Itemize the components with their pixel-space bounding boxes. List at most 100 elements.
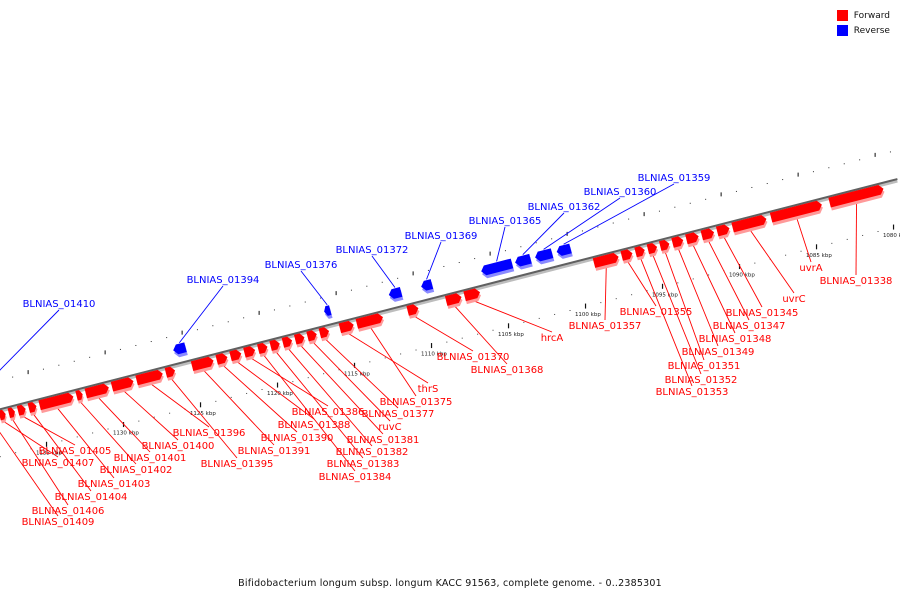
gene-BLNIAS_01360[interactable] bbox=[535, 248, 554, 262]
gene-label[interactable]: BLNIAS_01375 bbox=[380, 397, 453, 408]
gene-label[interactable]: BLNIAS_01369 bbox=[405, 231, 478, 242]
gene-label[interactable]: BLNIAS_01395 bbox=[201, 459, 274, 470]
gene-BLNIAS_01365[interactable] bbox=[481, 258, 514, 276]
gene-uvrC[interactable] bbox=[731, 214, 767, 233]
gene-BLNIAS_01362[interactable] bbox=[515, 253, 532, 267]
gene-label[interactable]: BLNIAS_01352 bbox=[665, 375, 738, 386]
gene-BLNIAS_01391[interactable] bbox=[190, 356, 214, 372]
gene-BLNIAS_01372[interactable] bbox=[388, 287, 403, 299]
gene-label[interactable]: BLNIAS_01368 bbox=[471, 365, 544, 376]
gene-BLNIAS_01394[interactable] bbox=[173, 342, 187, 355]
gene-label[interactable]: BLNIAS_01362 bbox=[528, 202, 601, 213]
gene-label[interactable]: BLNIAS_01388 bbox=[278, 420, 351, 431]
gene-BLNIAS_01395[interactable] bbox=[164, 366, 176, 378]
gene-BLNIAS_01382[interactable] bbox=[281, 336, 293, 348]
gene-label[interactable]: BLNIAS_01406 bbox=[32, 506, 105, 517]
gene-hrcA[interactable] bbox=[463, 288, 481, 302]
gene-BLNIAS_01359[interactable] bbox=[556, 243, 572, 256]
gene-label[interactable]: BLNIAS_01382 bbox=[336, 447, 409, 458]
lower-scale-tick bbox=[27, 370, 29, 375]
gene-BLNIAS_01377[interactable] bbox=[318, 327, 330, 339]
gene-label[interactable]: BLNIAS_01351 bbox=[668, 361, 741, 372]
gene-label[interactable]: BLNIAS_01370 bbox=[437, 352, 510, 363]
gene-label[interactable]: BLNIAS_01401 bbox=[114, 453, 187, 464]
gene-BLNIAS_01401[interactable] bbox=[84, 383, 109, 399]
gene-ruvC[interactable] bbox=[306, 330, 317, 342]
gene-BLNIAS_01406[interactable] bbox=[7, 407, 15, 419]
gene-BLNIAS_01400[interactable] bbox=[110, 377, 134, 392]
gene-label[interactable]: thrS bbox=[418, 384, 439, 395]
gene-label[interactable]: BLNIAS_01404 bbox=[55, 492, 128, 503]
gene-thrS[interactable] bbox=[338, 320, 354, 334]
gene-label[interactable]: BLNIAS_01396 bbox=[173, 428, 246, 439]
gene-BLNIAS_01375[interactable] bbox=[355, 313, 383, 329]
scale-minor-tick bbox=[831, 242, 833, 244]
gene-label[interactable]: ruvC bbox=[378, 422, 401, 433]
gene-BLNIAS_01368[interactable] bbox=[444, 293, 462, 306]
gene-label[interactable]: BLNIAS_01407 bbox=[22, 458, 95, 469]
gene-label[interactable]: BLNIAS_01359 bbox=[638, 173, 711, 184]
gene-label[interactable]: BLNIAS_01353 bbox=[656, 387, 729, 398]
leader-line bbox=[96, 396, 151, 453]
gene-label[interactable]: BLNIAS_01348 bbox=[699, 334, 772, 345]
gene-BLNIAS_01347[interactable] bbox=[700, 228, 715, 241]
gene-BLNIAS_01407[interactable] bbox=[0, 409, 6, 421]
gene-label[interactable]: BLNIAS_01400 bbox=[142, 441, 215, 452]
gene-BLNIAS_01351[interactable] bbox=[658, 239, 670, 251]
gene-label[interactable]: BLNIAS_01345 bbox=[726, 308, 799, 319]
scale-tick-label: 1100 kbp bbox=[575, 312, 601, 318]
scale-minor-tick bbox=[153, 416, 155, 418]
gene-BLNIAS_01402[interactable] bbox=[75, 390, 83, 401]
gene-BLNIAS_01369[interactable] bbox=[421, 279, 434, 291]
gene-label[interactable]: uvrA bbox=[799, 263, 822, 274]
gene-BLNIAS_01338[interactable] bbox=[828, 184, 884, 208]
gene-label[interactable]: BLNIAS_01347 bbox=[713, 321, 786, 332]
gene-BLNIAS_01357[interactable] bbox=[592, 252, 619, 268]
gene-label[interactable]: BLNIAS_01383 bbox=[327, 459, 400, 470]
gene-label[interactable]: BLNIAS_01390 bbox=[261, 433, 334, 444]
scale-minor-tick bbox=[846, 238, 848, 240]
gene-label[interactable]: BLNIAS_01394 bbox=[187, 275, 260, 286]
gene-label[interactable]: BLNIAS_01381 bbox=[347, 435, 420, 446]
gene-label[interactable]: BLNIAS_01372 bbox=[336, 245, 409, 256]
gene-BLNIAS_01353[interactable] bbox=[634, 246, 645, 258]
gene-label[interactable]: BLNIAS_01365 bbox=[469, 216, 542, 227]
gene-BLNIAS_01384[interactable] bbox=[257, 342, 268, 355]
gene-BLNIAS_01383[interactable] bbox=[269, 339, 280, 351]
lower-scale-tick bbox=[397, 277, 399, 279]
gene-label[interactable]: BLNIAS_01410 bbox=[23, 299, 96, 310]
gene-BLNIAS_01388[interactable] bbox=[229, 349, 242, 362]
gene-label[interactable]: BLNIAS_01376 bbox=[265, 260, 338, 271]
leader-line bbox=[299, 344, 384, 435]
gene-label[interactable]: BLNIAS_01409 bbox=[22, 517, 95, 528]
gene-BLNIAS_01390[interactable] bbox=[215, 353, 228, 365]
gene-BLNIAS_01348[interactable] bbox=[685, 232, 699, 245]
gene-label[interactable]: BLNIAS_01360 bbox=[584, 187, 657, 198]
gene-BLNIAS_01381[interactable] bbox=[293, 333, 305, 345]
gene-label[interactable]: BLNIAS_01402 bbox=[100, 465, 173, 476]
gene-uvrA[interactable] bbox=[769, 200, 822, 223]
gene-BLNIAS_01396[interactable] bbox=[135, 369, 163, 386]
gene-BLNIAS_01352[interactable] bbox=[646, 242, 658, 255]
gene-BLNIAS_01355[interactable] bbox=[620, 249, 633, 261]
gene-label[interactable]: BLNIAS_01357 bbox=[569, 321, 642, 332]
gene-BLNIAS_01370[interactable] bbox=[406, 304, 419, 316]
gene-BLNIAS_01345[interactable] bbox=[715, 224, 730, 237]
gene-BLNIAS_01403[interactable] bbox=[38, 392, 74, 411]
gene-label[interactable]: BLNIAS_01377 bbox=[362, 409, 435, 420]
gene-BLNIAS_01349[interactable] bbox=[671, 236, 684, 248]
gene-label[interactable]: BLNIAS_01391 bbox=[238, 446, 311, 457]
gene-label[interactable]: BLNIAS_01349 bbox=[682, 347, 755, 358]
gene-BLNIAS_01404[interactable] bbox=[27, 402, 37, 413]
gene-label[interactable]: hrcA bbox=[541, 333, 564, 344]
gene-label[interactable]: uvrC bbox=[782, 294, 805, 305]
gene-BLNIAS_01376[interactable] bbox=[324, 305, 332, 316]
gene-BLNIAS_01386[interactable] bbox=[243, 346, 256, 358]
gene-label[interactable]: BLNIAS_01355 bbox=[620, 307, 693, 318]
gene-label[interactable]: BLNIAS_01405 bbox=[39, 446, 112, 457]
gene-label[interactable]: BLNIAS_01386 bbox=[292, 407, 365, 418]
gene-label[interactable]: BLNIAS_01338 bbox=[820, 276, 893, 287]
gene-label[interactable]: BLNIAS_01384 bbox=[319, 472, 392, 483]
gene-label[interactable]: BLNIAS_01403 bbox=[78, 479, 151, 490]
gene-BLNIAS_01405[interactable] bbox=[16, 404, 26, 416]
